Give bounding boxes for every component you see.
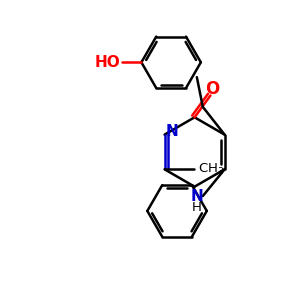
Text: H: H [192, 201, 202, 214]
Text: N: N [166, 124, 179, 139]
Text: N: N [190, 189, 203, 204]
Text: HO: HO [95, 55, 121, 70]
Text: O: O [205, 80, 220, 98]
Text: CH$_3$: CH$_3$ [198, 162, 224, 177]
